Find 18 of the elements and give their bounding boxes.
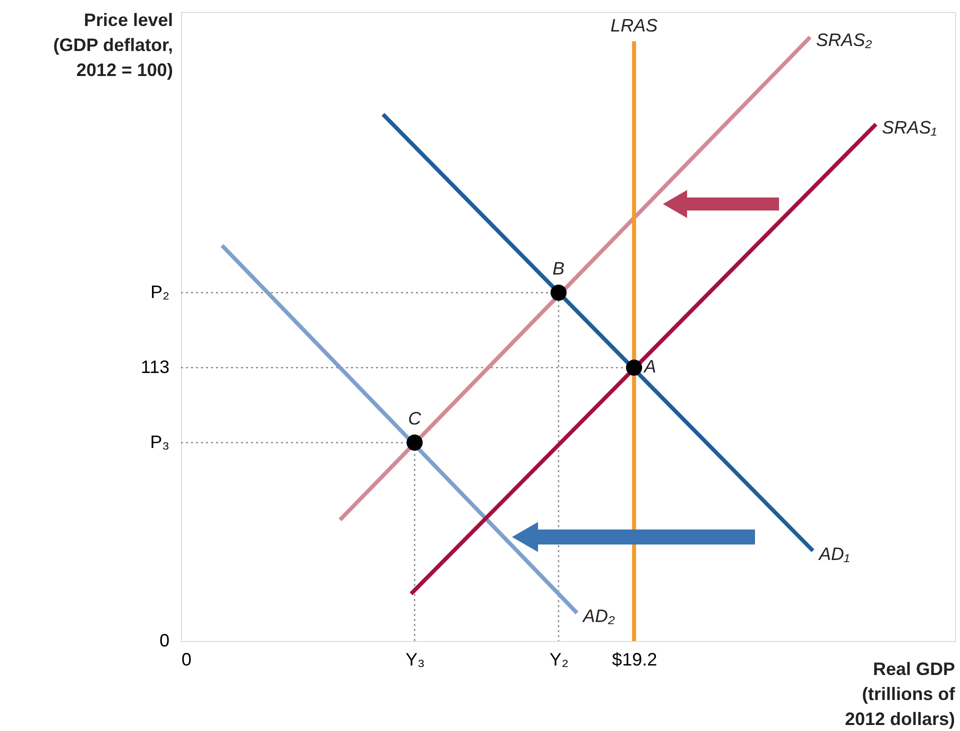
y-tick-label: 0 bbox=[159, 630, 170, 650]
x-axis-title: Real GDP (trillions of 2012 dollars) bbox=[844, 659, 956, 729]
y-tick-label: P₃ bbox=[150, 432, 170, 452]
annotation: A bbox=[643, 356, 656, 377]
series-label: SRAS₁ bbox=[882, 117, 937, 138]
y-tick-label: 113 bbox=[140, 357, 170, 378]
x-tick-label: $19.2 bbox=[612, 650, 658, 670]
series-label: AD₂ bbox=[582, 606, 615, 626]
series-label: SRAS₂ bbox=[816, 30, 872, 50]
series-label: LRAS bbox=[610, 15, 658, 36]
y-axis-title: Price level (GDP deflator, 2012 = 100) bbox=[53, 10, 173, 80]
annotation: B bbox=[552, 258, 565, 279]
x-tick-label: 0 bbox=[182, 650, 192, 670]
x-tick-label: Y₃ bbox=[405, 650, 425, 670]
y-tick-label: P₂ bbox=[150, 282, 170, 302]
series-label: AD₁ bbox=[818, 544, 850, 564]
x-tick-label: Y₂ bbox=[550, 650, 569, 670]
annotation: C bbox=[408, 408, 422, 429]
